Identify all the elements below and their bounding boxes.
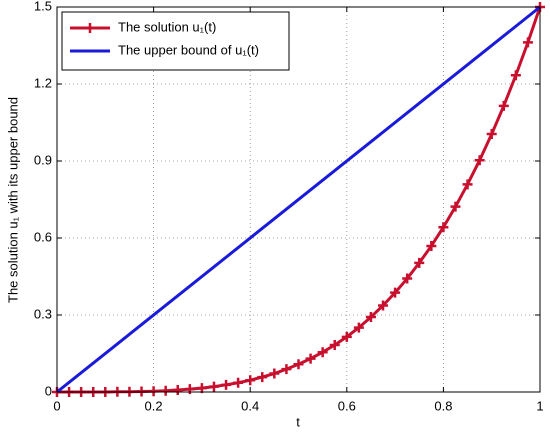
marker xyxy=(257,372,268,383)
marker xyxy=(402,273,413,284)
x-tick-label: 0.2 xyxy=(145,398,163,413)
marker xyxy=(353,322,364,333)
marker xyxy=(245,375,256,386)
marker xyxy=(390,287,401,298)
marker xyxy=(221,379,232,390)
marker xyxy=(293,359,304,370)
legend-label: The solution u₁(t) xyxy=(118,19,216,34)
marker xyxy=(281,364,292,375)
marker xyxy=(136,386,147,397)
y-tick-label: 1.5 xyxy=(34,0,52,13)
marker xyxy=(305,353,316,364)
y-axis-label: The solution u₁ with its upper bound xyxy=(5,97,20,303)
y-tick-label: 0.9 xyxy=(34,152,52,167)
marker xyxy=(365,312,376,323)
series-line xyxy=(56,5,541,394)
marker xyxy=(486,129,497,140)
legend-marker xyxy=(85,23,95,33)
marker xyxy=(184,384,195,395)
marker xyxy=(474,155,485,166)
marker xyxy=(329,340,340,351)
marker xyxy=(450,201,461,212)
legend-label: The upper bound of u₁(t) xyxy=(118,42,259,57)
marker xyxy=(196,383,207,394)
marker xyxy=(438,222,449,233)
marker xyxy=(148,386,159,397)
x-axis-label: t xyxy=(296,414,300,429)
marker xyxy=(510,70,521,81)
x-tick-label: 0 xyxy=(53,398,60,413)
marker xyxy=(522,37,533,48)
marker xyxy=(269,368,280,379)
y-tick-label: 1.2 xyxy=(34,75,52,90)
x-tick-label: 0.6 xyxy=(338,398,356,413)
plot-frame xyxy=(56,6,541,393)
marker xyxy=(498,100,509,111)
marker xyxy=(378,300,389,311)
x-tick-label: 1 xyxy=(536,398,543,413)
marker xyxy=(208,381,219,392)
marker xyxy=(160,385,171,396)
x-tick-label: 0.8 xyxy=(434,398,452,413)
marker xyxy=(317,347,328,358)
marker xyxy=(462,179,473,190)
marker xyxy=(426,240,437,251)
y-tick-label: 0 xyxy=(45,383,52,398)
legend-box xyxy=(61,11,290,71)
marker xyxy=(233,377,244,388)
marker xyxy=(341,331,352,342)
marker xyxy=(414,257,425,268)
x-tick-label: 0.4 xyxy=(241,398,259,413)
y-tick-label: 0.3 xyxy=(34,306,52,321)
marker xyxy=(172,384,183,395)
y-tick-label: 0.6 xyxy=(34,229,52,244)
